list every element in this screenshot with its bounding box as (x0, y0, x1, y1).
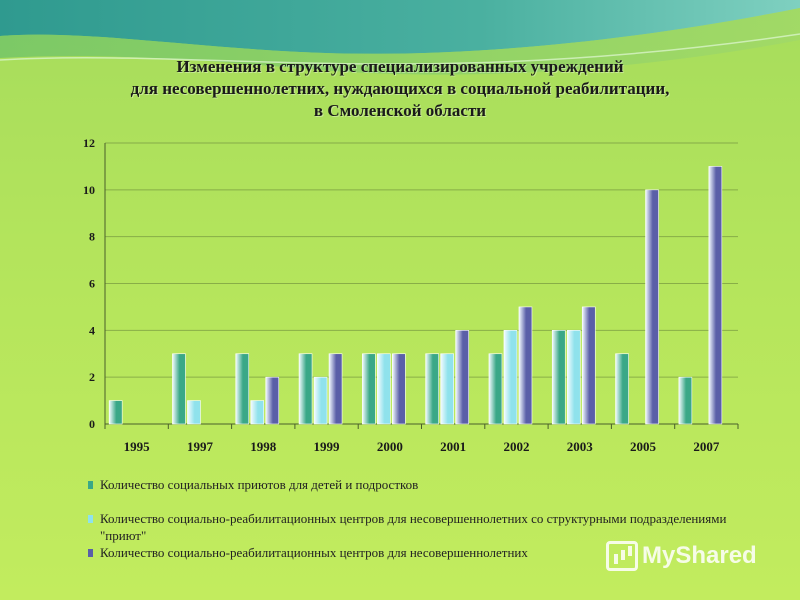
bar-series2 (566, 330, 581, 425)
bar-series2 (250, 400, 265, 425)
x-tick-label: 2001 (440, 439, 466, 454)
bar-series2 (503, 330, 518, 425)
x-tick-label: 1997 (187, 439, 214, 454)
bar-series1 (488, 353, 503, 425)
y-tick-label: 10 (83, 183, 95, 197)
presentation-chart-icon (606, 541, 638, 571)
x-tick-label: 2003 (567, 439, 594, 454)
legend-item-series2: Количество социально-реабилитационных це… (88, 510, 748, 544)
bar-series1 (615, 353, 629, 425)
bar-series1 (362, 353, 376, 425)
legend-item-series3: Количество социально-реабилитационных це… (88, 544, 748, 561)
bar-series3 (328, 353, 343, 425)
bar-series2 (313, 376, 328, 425)
bar-series2 (187, 400, 201, 425)
bar-series2 (440, 353, 454, 425)
bar-series1 (298, 353, 313, 425)
bar-chart: 0 2 4 6 8 10 12 1995 1997 1998 1999 2000 2001 2002 200… (83, 136, 739, 454)
y-tick-label: 0 (89, 417, 95, 431)
bar-series3 (265, 376, 280, 425)
bar-series1 (551, 330, 566, 425)
legend-item-series1: Количество социальных приютов для детей … (88, 476, 748, 493)
legend-marker-series1 (88, 481, 93, 489)
decorative-waves (0, 0, 800, 75)
y-tick-label: 4 (89, 323, 95, 337)
bar-series3 (645, 189, 659, 425)
y-tick-label: 8 (89, 230, 95, 244)
bar-series3 (708, 166, 723, 425)
y-tick-label: 12 (83, 136, 95, 150)
y-tick-label: 6 (89, 277, 95, 291)
bar-series3 (581, 306, 596, 425)
bar-series1 (678, 376, 693, 425)
bar-series1 (172, 353, 186, 425)
bar-series1 (425, 353, 439, 425)
title-line-3: в Смоленской области (313, 101, 487, 120)
x-tick-label: 1995 (124, 439, 151, 454)
chart-title: Изменения в структуре специализированных… (60, 56, 740, 122)
x-tick-label: 2007 (693, 439, 720, 454)
legend-marker-series2 (88, 515, 93, 523)
legend-marker-series3 (88, 549, 93, 557)
x-tick-label: 2000 (377, 439, 403, 454)
bar-series3 (518, 306, 533, 425)
watermark-text: MyShared (642, 542, 757, 569)
title-line-1: Изменения в структуре специализированных… (176, 57, 624, 76)
x-tick-label: 2002 (503, 439, 529, 454)
legend-label-series3: Количество социально-реабилитационных це… (100, 545, 528, 560)
x-tick-label: 1998 (250, 439, 277, 454)
y-tick-label: 2 (89, 370, 95, 384)
watermark-logo: MyShared (606, 538, 757, 574)
legend-label-series1: Количество социальных приютов для детей … (100, 477, 419, 492)
bar-series2 (377, 353, 391, 425)
bar-series3 (392, 353, 406, 425)
x-tick-label: 1999 (314, 439, 341, 454)
bar-series3 (455, 330, 469, 425)
bar-series1 (108, 400, 123, 425)
title-line-2: для несовершеннолетних, нуждающихся в со… (130, 79, 670, 98)
x-tick-label: 2005 (630, 439, 657, 454)
bar-series1 (235, 353, 250, 425)
chart-legend: Количество социальных приютов для детей … (88, 476, 748, 561)
legend-label-series2: Количество социально-реабилитационных це… (100, 511, 727, 543)
